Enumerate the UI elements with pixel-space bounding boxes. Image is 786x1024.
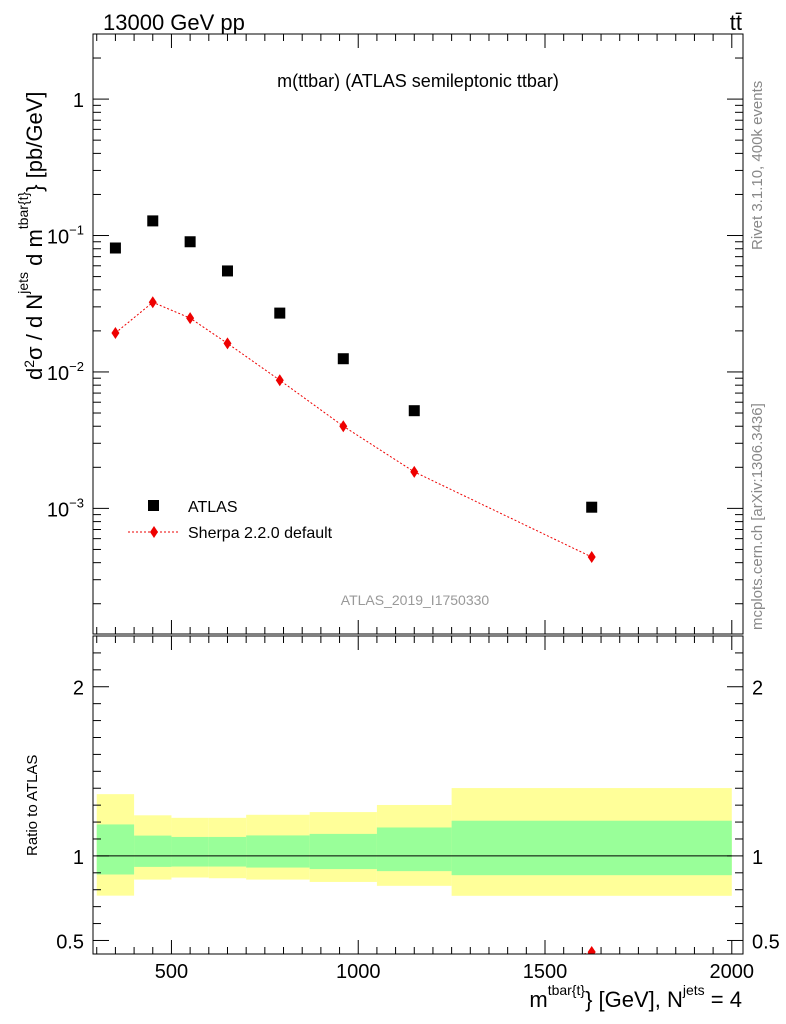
- ratio-y-tick-label-right: 1: [752, 847, 763, 869]
- main-y-axis-label: d2σ / d Njets d mtbar{t}} [pb/GeV]: [15, 92, 47, 380]
- uncertainty-band-green: [96, 824, 135, 875]
- analysis-watermark: ATLAS_2019_I1750330: [341, 592, 490, 608]
- ratio-plot-area: [96, 788, 732, 954]
- legend-atlas-label: ATLAS: [188, 499, 238, 516]
- atlas-point: [221, 265, 233, 277]
- ratio-panel-frame: [92, 635, 744, 955]
- uncertainty-band-green: [376, 827, 452, 872]
- atlas-point: [147, 215, 159, 227]
- ratio-axes: 0.5 0.5 1 1 2 2 500 1000 1500 2000: [56, 635, 780, 983]
- rivet-version-label: Rivet 3.1.10, 400k events: [749, 81, 766, 250]
- sherpa-line: [115, 301, 592, 558]
- main-panel: 10−3 10−2 10−1 1 m(ttbar) (ATLAS semilepton…: [15, 33, 744, 635]
- main-plot-area: [109, 215, 598, 564]
- legend-sherpa-label: Sherpa 2.2.0 default: [188, 525, 333, 542]
- uncertainty-band-green: [208, 836, 247, 867]
- x-tick-label: 500: [155, 961, 188, 983]
- uncertainty-band-green: [246, 835, 310, 868]
- uncertainty-band-green: [171, 836, 209, 867]
- y-tick-label: 10−1: [47, 223, 84, 249]
- uncertainty-band-green: [134, 835, 172, 867]
- atlas-point: [274, 307, 286, 319]
- sherpa-point: [587, 551, 596, 564]
- sherpa-point: [111, 326, 120, 339]
- ratio-y-tick-label: 0.5: [56, 931, 84, 953]
- atlas-point: [408, 405, 420, 417]
- main-axes: 10−3 10−2 10−1 1: [47, 33, 743, 634]
- y-tick-label: 10−2: [47, 359, 84, 385]
- uncertainty-band-green: [451, 820, 732, 876]
- ratio-panel: 0.5 0.5 1 1 2 2 500 1000 1500 2000 Ratio to ATLAS…: [24, 635, 780, 1012]
- atlas-point: [586, 501, 598, 513]
- sherpa-point: [275, 374, 284, 387]
- ratio-y-axis-label: Ratio to ATLAS: [24, 755, 41, 856]
- uncertainty-band-green: [309, 833, 377, 870]
- atlas-point: [184, 236, 196, 248]
- x-axis-label: mtbar{t}} [GeV], Njets = 4: [529, 982, 742, 1012]
- mcplots-label: mcplots.cern.ch [arXiv:1306.3436]: [749, 403, 766, 630]
- sherpa-point: [148, 296, 157, 309]
- ratio-y-tick-label-right: 0.5: [752, 931, 780, 953]
- x-tick-label: 2000: [710, 961, 755, 983]
- x-tick-label: 1500: [523, 961, 568, 983]
- energy-label: 13000 GeV pp: [103, 10, 245, 35]
- ratio-y-tick-label: 1: [73, 847, 84, 869]
- x-tick-label: 1000: [336, 961, 381, 983]
- process-label: tt̄: [730, 10, 742, 35]
- sherpa-point: [223, 337, 232, 350]
- sherpa-point: [186, 312, 195, 325]
- atlas-point: [337, 353, 349, 365]
- sherpa-point: [339, 420, 348, 433]
- sherpa-point: [410, 465, 419, 478]
- main-panel-frame: [92, 33, 744, 635]
- ratio-y-tick-label-right: 2: [752, 678, 763, 700]
- legend-atlas-marker: [148, 500, 159, 511]
- y-tick-label: 1: [73, 90, 84, 112]
- legend: ATLAS Sherpa 2.2.0 default: [128, 499, 333, 542]
- sherpa-ratio-point: [587, 945, 596, 954]
- atlas-point: [109, 242, 121, 254]
- legend-sherpa-marker: [150, 526, 158, 538]
- plot-title: m(ttbar) (ATLAS semileptonic ttbar): [277, 71, 559, 91]
- ratio-y-tick-label: 2: [73, 678, 84, 700]
- y-tick-label: 10−3: [47, 495, 84, 521]
